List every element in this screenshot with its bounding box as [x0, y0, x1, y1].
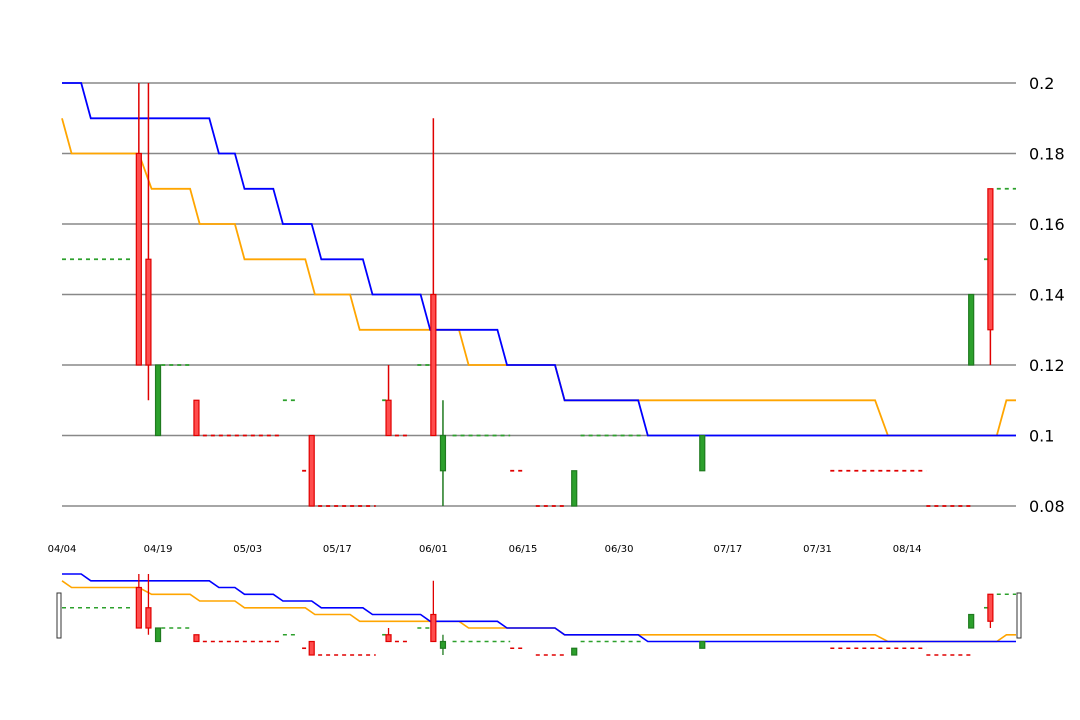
x-tick-label: 05/03	[233, 544, 262, 555]
y-tick-label: 0.16	[1029, 215, 1065, 234]
candle-body	[439, 640, 447, 649]
range-navigator[interactable]	[56, 573, 1022, 656]
candle-body	[193, 399, 200, 437]
x-tick-label: 07/31	[803, 544, 832, 555]
y-tick-label: 0.08	[1029, 497, 1065, 516]
candle-body	[145, 258, 152, 366]
x-tick-label: 04/04	[48, 544, 77, 555]
candle-body	[154, 364, 162, 437]
candle-body	[145, 607, 152, 629]
dash-markers	[62, 187, 1016, 507]
navigator-left-handle[interactable]	[56, 592, 62, 639]
candle-body	[968, 613, 975, 629]
x-tick-label: 06/01	[419, 544, 448, 555]
ma-slow-line	[61, 580, 1016, 643]
navigator-candles	[135, 574, 994, 656]
candle-body	[430, 293, 437, 437]
navigator-dash-markers	[62, 593, 1016, 656]
y-tick-label: 0.14	[1029, 286, 1065, 305]
ma-slow-line	[61, 118, 1016, 437]
y-axis-ticks: 0.2 0.18 0.16 0.14 0.12 0.1 0.08	[1029, 74, 1065, 516]
y-grid	[62, 82, 1016, 507]
candle-body	[439, 434, 447, 472]
candles	[135, 83, 994, 507]
candle-body	[430, 613, 437, 643]
x-tick-label: 08/14	[893, 544, 922, 555]
candle-body	[308, 640, 315, 656]
y-tick-label: 0.12	[1029, 356, 1065, 375]
y-tick-label: 0.18	[1029, 145, 1065, 164]
candle-body	[571, 470, 578, 507]
x-tick-label: 05/17	[323, 544, 352, 555]
y-tick-label: 0.1	[1029, 427, 1054, 446]
candle-body	[968, 293, 975, 366]
x-tick-label: 06/30	[605, 544, 634, 555]
ma-fast-line	[62, 573, 1016, 643]
x-tick-label: 06/15	[509, 544, 538, 555]
candle-body	[385, 634, 392, 643]
candle-body	[571, 647, 578, 656]
candle-body	[135, 586, 142, 629]
candle-body	[135, 152, 142, 366]
candle-body	[308, 434, 315, 507]
candle-body	[385, 399, 392, 437]
navigator-moving-averages	[61, 573, 1016, 643]
x-tick-label: 07/17	[713, 544, 742, 555]
candle-body	[987, 188, 994, 331]
candle-body	[699, 640, 706, 649]
x-axis-ticks: 04/04 04/19 05/03 05/17 06/01 06/15 06/30 07/17…	[48, 544, 922, 555]
candle-body	[987, 593, 994, 622]
navigator-right-handle[interactable]	[1016, 592, 1022, 639]
ma-fast-line	[62, 82, 1016, 437]
y-tick-label: 0.2	[1029, 74, 1054, 93]
candle-body	[154, 627, 162, 643]
moving-averages	[61, 82, 1016, 437]
candle-body	[193, 634, 200, 643]
candle-body	[699, 434, 706, 472]
x-tick-label: 04/19	[144, 544, 173, 555]
